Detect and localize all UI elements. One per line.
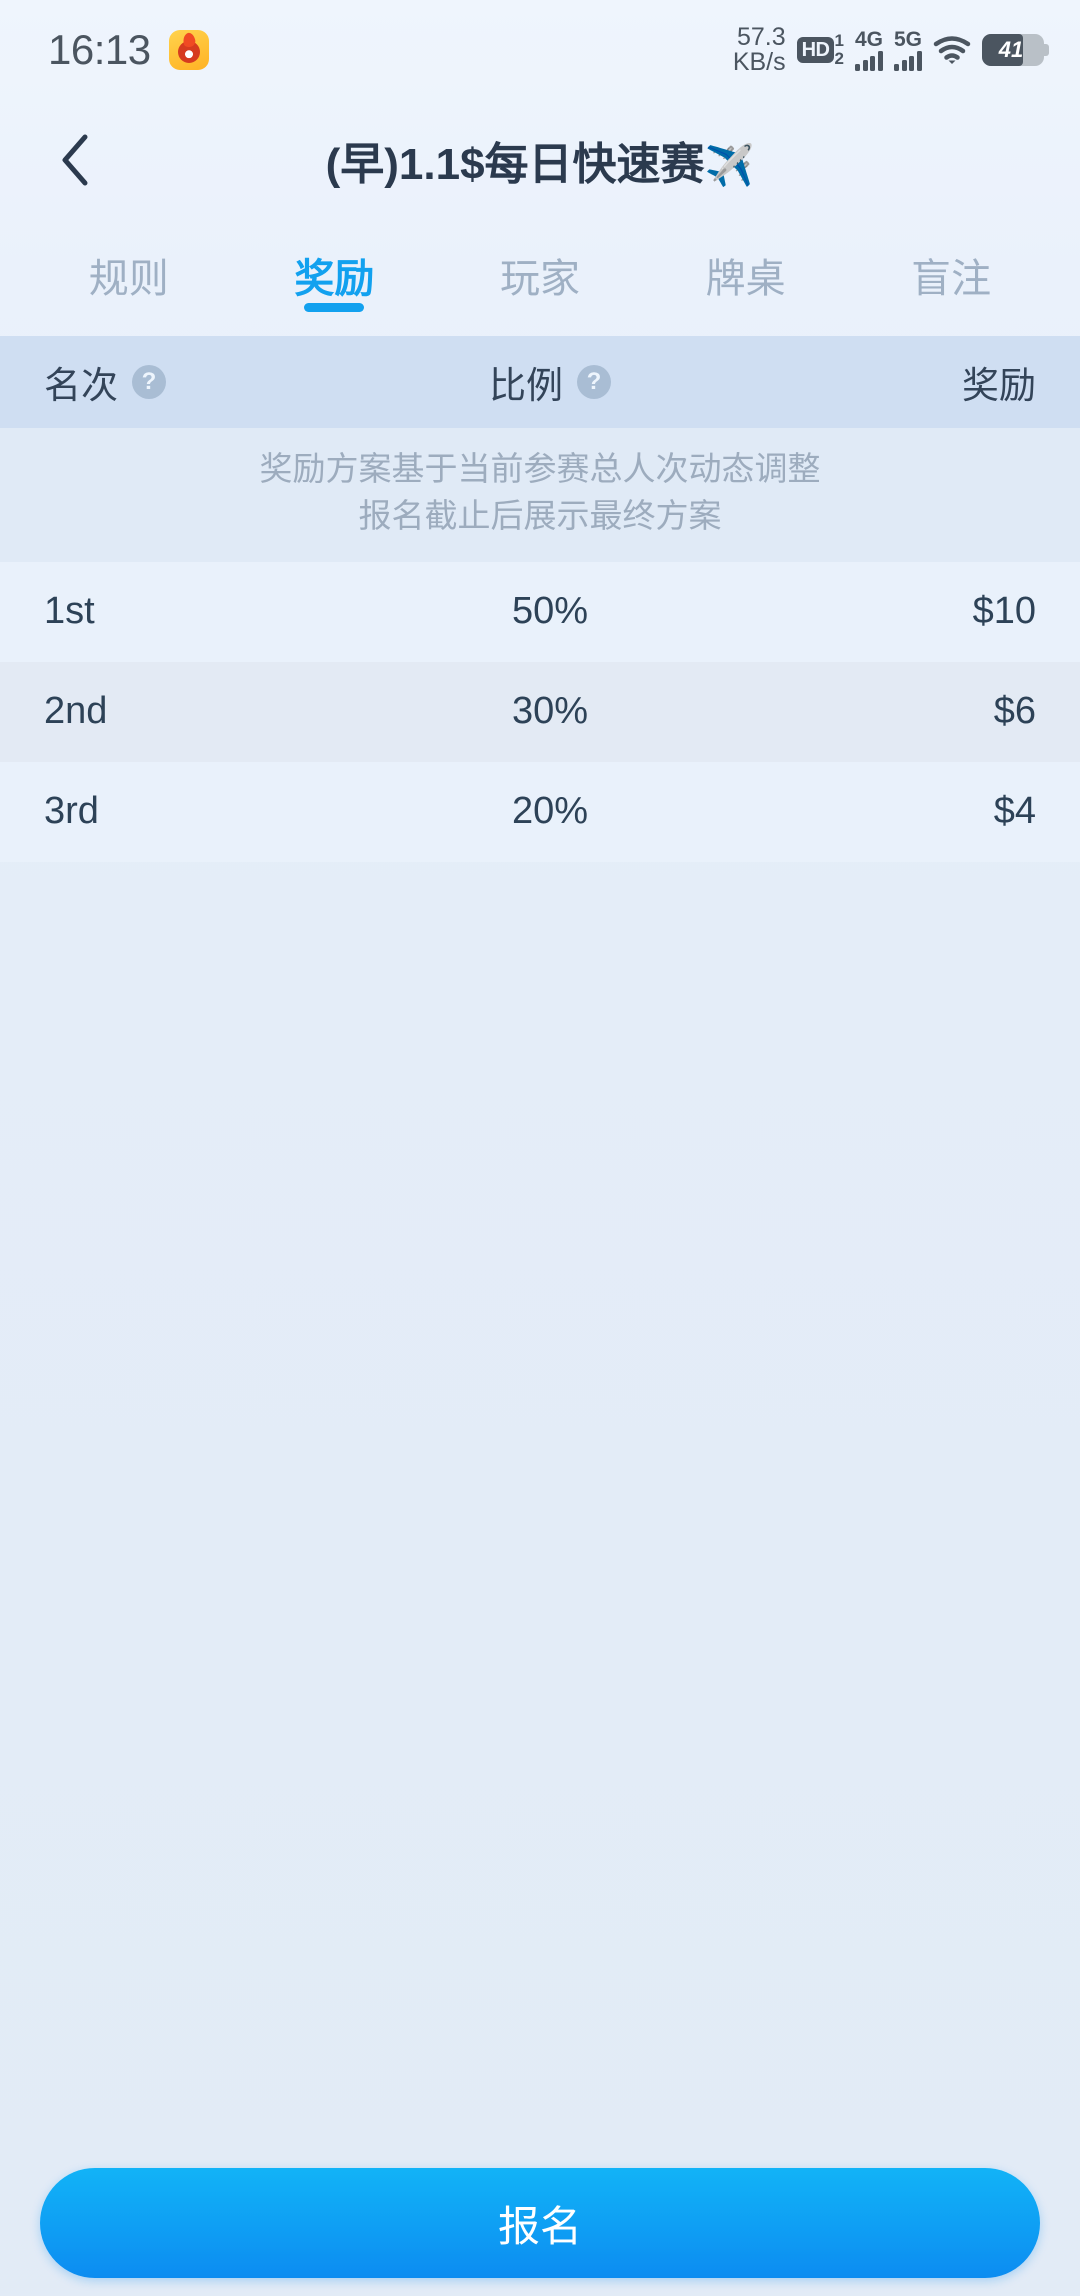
cell-prize: $10 xyxy=(972,590,1036,633)
column-header-rank-label: 名次 xyxy=(44,365,118,406)
prize-notice-line2: 报名截止后展示最终方案 xyxy=(358,496,722,534)
hd-label: HD xyxy=(796,37,834,63)
network-speed-unit: KB/s xyxy=(732,48,786,76)
signal-4g-icon: 4G xyxy=(855,29,883,71)
table-row: 1st 50% $10 xyxy=(0,561,1080,662)
table-row: 3rd 20% $4 xyxy=(0,761,1080,862)
register-button[interactable]: 报名 xyxy=(40,2168,1040,2278)
cell-rank: 3rd xyxy=(44,790,99,833)
tab-rules-label: 规则 xyxy=(88,257,169,301)
hd-sim-indices: 1 2 xyxy=(835,32,844,68)
tab-players-label: 玩家 xyxy=(499,257,580,301)
tab-blinds-label: 盲注 xyxy=(911,257,992,301)
status-bar-left: 16:13 xyxy=(48,26,209,74)
signal-4g-bars xyxy=(855,51,883,71)
prize-notice: 奖励方案基于当前参赛总人次动态调整 报名截止后展示最终方案 xyxy=(0,428,1080,562)
column-header-ratio-label: 比例 xyxy=(489,365,563,406)
status-bar-right: 57.3 KB/s HD 1 2 4G 5G xyxy=(732,22,1049,76)
cell-rank: 1st xyxy=(44,590,95,633)
hd-volte-icon: HD 1 2 xyxy=(796,32,844,68)
hd-sim-1: 1 xyxy=(834,31,844,51)
cell-ratio: 50% xyxy=(511,590,589,633)
cell-prize: $6 xyxy=(993,690,1036,733)
status-bar: 16:13 57.3 KB/s HD 1 2 4G 5G xyxy=(0,0,1080,100)
signal-5g-label: 5G xyxy=(893,28,922,51)
table-row: 2nd 30% $6 xyxy=(0,661,1080,762)
tab-players[interactable]: 玩家 xyxy=(437,220,643,304)
tab-bar: 规则 奖励 玩家 牌桌 盲注 xyxy=(0,220,1080,336)
airplane-icon: ✈️ xyxy=(704,144,755,188)
cell-rank: 2nd xyxy=(44,690,108,733)
tab-indicator xyxy=(304,303,365,312)
weibo-icon xyxy=(168,30,209,70)
cell-prize: $4 xyxy=(993,790,1036,833)
prize-notice-line1: 奖励方案基于当前参赛总人次动态调整 xyxy=(259,450,821,487)
battery-level: 41 xyxy=(998,37,1024,62)
cell-ratio: 30% xyxy=(511,690,589,733)
battery-fill xyxy=(982,34,1023,66)
signal-5g-icon: 5G xyxy=(894,29,922,71)
page-title-text: (早)1.1$每日快速赛 xyxy=(325,140,705,189)
chevron-left-icon xyxy=(62,134,88,186)
cell-ratio: 20% xyxy=(511,790,589,833)
ratio-help-icon[interactable]: ? xyxy=(577,365,611,399)
tab-tables[interactable]: 牌桌 xyxy=(643,220,849,304)
column-header-ratio: 比例 ? xyxy=(344,355,756,409)
tab-rules[interactable]: 规则 xyxy=(26,220,232,304)
app-header: (早)1.1$每日快速赛✈️ xyxy=(0,100,1080,220)
wifi-icon xyxy=(933,35,971,65)
footer-bar: 报名 xyxy=(0,2150,1080,2296)
battery-icon: 41 xyxy=(982,34,1049,66)
network-speed-indicator: 57.3 KB/s xyxy=(732,22,786,76)
column-header-prize-label: 奖励 xyxy=(962,365,1036,406)
back-button[interactable] xyxy=(40,125,110,195)
status-time: 16:13 xyxy=(48,26,151,73)
table-header-row: 名次 ? 比例 ? 奖励 xyxy=(0,336,1080,428)
signal-4g-label: 4G xyxy=(854,28,883,51)
tab-prizes[interactable]: 奖励 xyxy=(232,220,438,312)
rank-help-icon[interactable]: ? xyxy=(132,365,166,399)
column-header-rank: 名次 ? xyxy=(44,355,344,409)
tab-blinds[interactable]: 盲注 xyxy=(848,220,1054,304)
network-speed-value: 57.3 xyxy=(736,22,786,51)
tab-tables-label: 牌桌 xyxy=(705,257,786,301)
signal-5g-bars xyxy=(894,51,922,71)
hd-sim-2: 2 xyxy=(834,49,844,68)
page-title: (早)1.1$每日快速赛✈️ xyxy=(0,128,1080,192)
prize-table: 名次 ? 比例 ? 奖励 奖励方案基于当前参赛总人次动态调整 报名截止后展示最终… xyxy=(0,336,1080,862)
tab-prizes-label: 奖励 xyxy=(294,257,375,301)
column-header-prize: 奖励 xyxy=(756,355,1036,409)
